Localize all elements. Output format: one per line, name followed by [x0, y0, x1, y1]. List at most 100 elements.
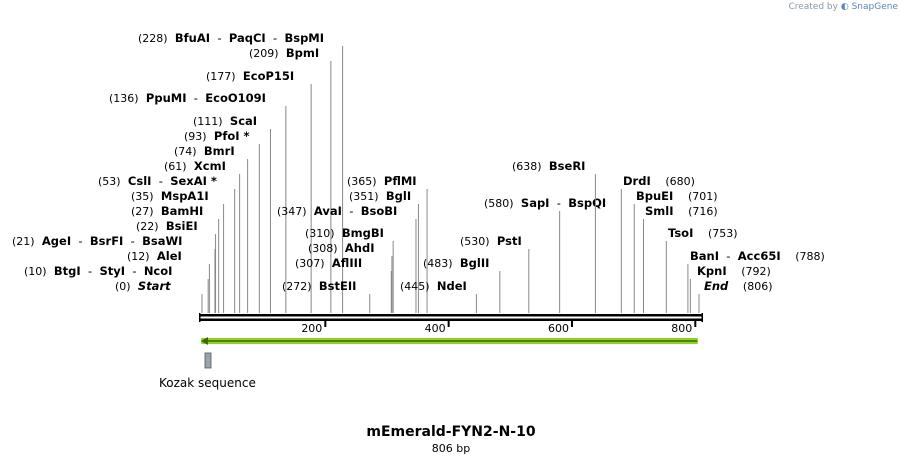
enzyme-name: DrdI: [623, 174, 651, 188]
cut-position: (74): [174, 145, 197, 158]
enzyme-name: BfuAI: [175, 31, 210, 45]
enzyme-name: BglI: [386, 189, 411, 203]
cut-position: (228): [138, 32, 168, 45]
cut-position: (35): [131, 190, 154, 203]
enzyme-label: (209) BpmI: [249, 46, 319, 60]
cut-position: (307): [295, 257, 325, 270]
tick-label: 400: [425, 322, 446, 335]
enzyme-label: (365) PflMI: [347, 174, 417, 188]
cut-position: (347): [277, 205, 307, 218]
cut-position: (365): [347, 175, 377, 188]
enzyme-name: PfoI *: [214, 129, 250, 143]
enzyme-label: (136) PpuMI - EcoO109I: [109, 91, 266, 105]
cut-position: (10): [24, 265, 47, 278]
enzyme-name: EcoP15I: [243, 69, 294, 83]
tick-label: 800: [671, 322, 692, 335]
enzyme-name: StyI: [99, 264, 125, 278]
enzyme-name: PaqCI: [229, 31, 266, 45]
backbone-left-cap: [199, 313, 201, 322]
cut-position: (530): [460, 235, 490, 248]
enzyme-label: (307) AflIII: [295, 256, 362, 270]
enzyme-label: (22) BsiEI: [136, 219, 198, 233]
enzyme-name: BspQI: [568, 196, 606, 210]
enzyme-name: BpuEI: [636, 189, 673, 203]
enzyme-label: (12) AleI: [127, 249, 182, 263]
enzyme-name: AleI: [157, 249, 182, 263]
credit-brand: SnapGene: [851, 2, 898, 12]
enzyme-label: (228) BfuAI - PaqCI - BspMI: [138, 31, 324, 45]
cut-position: (788): [795, 250, 825, 263]
enzyme-name: Start: [138, 279, 171, 293]
enzyme-label: KpnI (792): [697, 264, 771, 278]
cut-position: (308): [308, 242, 338, 255]
snapgene-logo-icon: ◐: [840, 2, 849, 12]
enzyme-name: CslI: [128, 174, 152, 188]
enzyme-name: TsoI: [668, 226, 693, 240]
enzyme-name: End: [704, 279, 729, 293]
cut-position: (209): [249, 47, 279, 60]
credit-prefix: Created by: [788, 2, 838, 12]
enzyme-label: (61) XcmI: [164, 159, 226, 173]
enzyme-name: PflMI: [384, 174, 417, 188]
enzyme-name: AvaI: [314, 204, 342, 218]
enzyme-label: (347) AvaI - BsoBI: [277, 204, 397, 218]
feature-arrow-head-icon: [201, 337, 208, 345]
cut-position: (701): [688, 190, 718, 203]
cut-position: (753): [708, 227, 738, 240]
enzyme-label: BanI - Acc65I (788): [690, 249, 825, 263]
backbone-bottom: [199, 318, 703, 321]
tick-label: 200: [301, 322, 322, 335]
enzyme-name: MspA1I: [161, 189, 209, 203]
enzyme-name: BamHI: [161, 204, 203, 218]
enzyme-name: PstI: [497, 234, 522, 248]
enzyme-label: (27) BamHI: [131, 204, 203, 218]
cut-position: (111): [193, 115, 223, 128]
enzyme-name: NdeI: [437, 279, 467, 293]
enzyme-label: (0) Start: [115, 279, 171, 293]
feature-label-kozak: Kozak sequence: [159, 376, 256, 390]
enzyme-label: (74) BmrI: [174, 144, 235, 158]
enzyme-name: SmlI: [645, 204, 674, 218]
enzyme-name: BtgI: [54, 264, 81, 278]
plasmid-name: mEmerald-FYN2-N-10: [366, 424, 536, 440]
cut-position: (445): [400, 280, 430, 293]
enzyme-label: (53) CslI - SexAI *: [98, 174, 217, 188]
enzyme-name: BglII: [460, 256, 490, 270]
feature-kozak-box: [204, 352, 212, 369]
enzyme-label: (308) AhdI: [308, 241, 375, 255]
cut-position: (638): [512, 160, 542, 173]
enzyme-name: BsrFI: [90, 234, 123, 248]
enzyme-label: (530) PstI: [460, 234, 522, 248]
enzyme-name: SexAI *: [170, 174, 217, 188]
cut-position: (351): [349, 190, 379, 203]
cut-position: (680): [665, 175, 695, 188]
cut-position: (21): [12, 235, 35, 248]
cut-position: (792): [741, 265, 771, 278]
enzyme-name: BstEII: [319, 279, 357, 293]
cut-position: (12): [127, 250, 150, 263]
cut-position: (806): [743, 280, 773, 293]
enzyme-name: Acc65I: [738, 249, 781, 263]
cut-position: (483): [423, 257, 453, 270]
enzyme-name: KpnI: [697, 264, 727, 278]
enzyme-name: AflIII: [332, 256, 362, 270]
enzyme-name: BmgBI: [342, 226, 384, 240]
enzyme-label: (177) EcoP15I: [206, 69, 294, 83]
enzyme-name: BspMI: [284, 31, 324, 45]
enzyme-label: (580) SapI - BspQI: [484, 196, 606, 210]
enzyme-label: SmlI (716): [645, 204, 718, 218]
enzyme-label: (10) BtgI - StyI - NcoI: [24, 264, 172, 278]
enzyme-name: AhdI: [345, 241, 375, 255]
tick-label: 600: [548, 322, 569, 335]
enzyme-name: SapI: [521, 196, 550, 210]
cut-position: (0): [115, 280, 131, 293]
enzyme-name: XcmI: [194, 159, 226, 173]
enzyme-name: BsaWI: [142, 234, 182, 248]
enzyme-label: (21) AgeI - BsrFI - BsaWI: [12, 234, 182, 248]
snapgene-credit: Created by ◐ SnapGene: [788, 2, 898, 12]
enzyme-name: BanI: [690, 249, 719, 263]
enzyme-label: End (806): [704, 279, 773, 293]
cut-position: (61): [164, 160, 187, 173]
cut-position: (716): [688, 205, 718, 218]
enzyme-label: (93) PfoI *: [184, 129, 250, 143]
